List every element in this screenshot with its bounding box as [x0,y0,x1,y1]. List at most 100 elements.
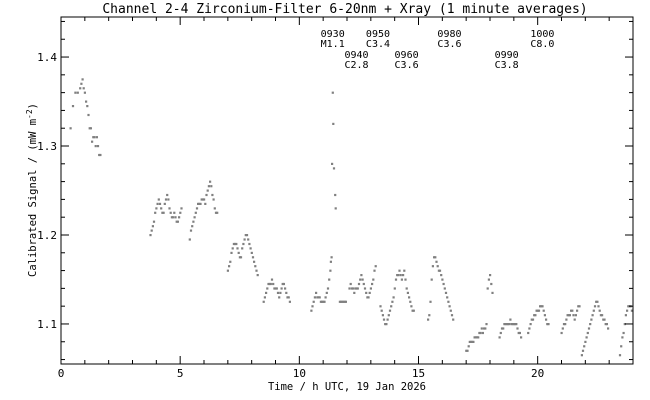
x-tick-label: 0 [58,367,65,380]
data-point [204,202,207,205]
data-point [87,113,90,117]
y-tick-label: 1.4 [37,51,57,64]
data-point [502,327,505,330]
data-point [374,265,377,268]
data-point [623,323,626,326]
data-point [372,278,375,281]
data-point [239,256,243,259]
data-point [442,282,445,286]
data-point [98,153,101,157]
data-point [236,247,239,250]
data-point [325,291,328,294]
data-point [587,327,591,330]
data-point [530,318,533,321]
data-point [281,282,284,286]
data-point [79,87,82,90]
data-point [404,278,407,281]
data-point [311,305,314,308]
data-point [365,291,368,294]
data-point [92,136,95,139]
data-point [446,296,449,299]
data-point [427,318,430,321]
data-point [95,136,98,139]
data-point [205,193,208,197]
data-point [564,323,567,326]
data-point [243,238,246,241]
data-point [477,336,480,339]
data-point [156,202,159,205]
data-point [369,287,372,290]
flare-time-label: 0940 [344,50,368,61]
data-point [607,327,610,330]
data-point [88,127,91,130]
data-point [280,287,283,290]
data-point [591,314,594,317]
data-point [154,211,157,214]
data-point [340,300,343,303]
data-point [69,127,72,130]
data-point [391,300,394,303]
data-point [247,238,250,241]
data-point [438,269,442,272]
data-point [534,314,537,317]
data-point [158,202,162,205]
data-point [331,162,334,165]
data-point [621,336,624,339]
data-point [450,314,454,317]
data-point [210,185,213,188]
data-point [334,193,337,197]
data-point [490,282,493,286]
data-point [324,296,327,299]
data-point [373,269,376,272]
data-point [405,287,408,290]
data-point [323,300,326,303]
data-point [192,220,195,223]
data-point [250,251,253,254]
data-point [211,193,214,197]
data-point [276,291,280,294]
data-point [269,282,272,286]
data-point [466,349,469,352]
data-point [209,180,212,183]
data-point [216,211,219,214]
y-tick-label: 1.1 [37,318,57,331]
y-tick-label: 1.3 [37,140,57,153]
data-point [478,331,481,335]
data-point [583,345,586,348]
data-point [511,323,514,326]
data-point [468,340,471,343]
data-point [411,309,414,312]
data-point [504,323,507,326]
data-point [235,242,238,246]
y-axis-label-superscript: -2 [25,109,34,119]
data-point [234,242,237,246]
data-point [287,296,290,299]
data-point [562,323,566,326]
data-point [317,296,320,299]
data-point [390,305,393,308]
data-point [367,296,370,299]
data-point [574,314,577,317]
data-point [198,202,201,205]
data-point [546,323,549,326]
data-point [590,318,593,321]
data-point [509,318,512,321]
data-point [201,198,204,201]
data-point [214,211,218,214]
flare-class-label: C8.0 [530,39,554,50]
x-tick-label: 20 [531,367,544,380]
data-point [386,318,389,321]
data-point [570,309,573,312]
data-point [434,256,437,259]
data-point [343,300,346,303]
data-point [288,300,291,303]
data-point [353,291,356,294]
data-point [400,278,403,281]
x-axis-label: Time / h UTC, 19 Jan 2026 [268,381,426,393]
data-point [620,345,623,348]
data-point [200,198,203,201]
data-point [403,269,406,272]
data-point [212,198,215,201]
